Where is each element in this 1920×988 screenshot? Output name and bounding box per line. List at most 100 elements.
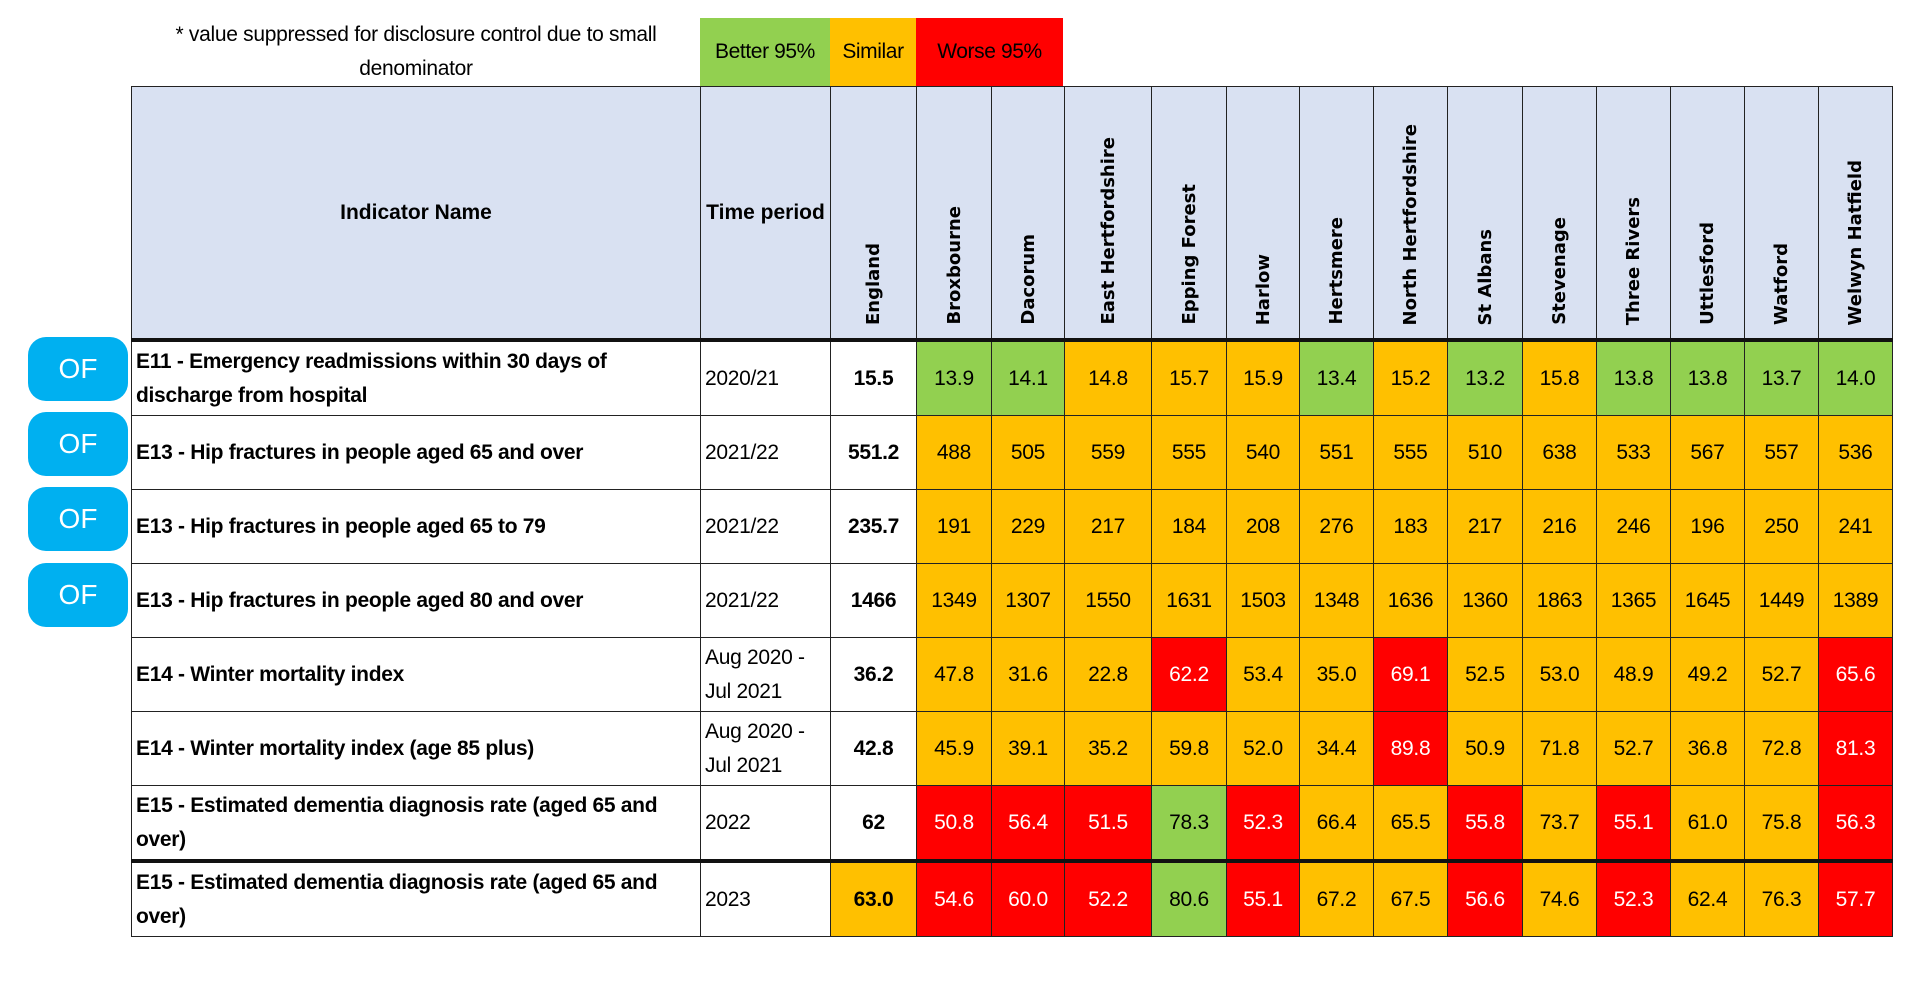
- area-value: 80.6: [1151, 860, 1227, 937]
- area-value: 67.2: [1299, 860, 1374, 937]
- table-row: E13 - Hip fractures in people aged 65 an…: [131, 415, 1893, 490]
- area-value: 1636: [1373, 563, 1448, 638]
- area-value: 66.4: [1299, 785, 1374, 862]
- area-value: 1349: [916, 563, 992, 638]
- area-value: 13.8: [1596, 339, 1671, 416]
- area-value: 71.8: [1522, 711, 1597, 786]
- area-value: 217: [1447, 489, 1523, 564]
- table-row: E15 - Estimated dementia diagnosis rate …: [131, 860, 1893, 937]
- area-value: 65.6: [1818, 637, 1893, 712]
- header-area: Dacorum: [991, 86, 1065, 341]
- header-area-label: East Hertfordshire: [1097, 137, 1119, 325]
- indicator-name: E13 - Hip fractures in people aged 65 to…: [131, 489, 701, 564]
- header-time-period: Time period: [700, 86, 831, 341]
- legend-similar: Similar: [830, 18, 916, 86]
- indicator-name: E13 - Hip fractures in people aged 80 an…: [131, 563, 701, 638]
- england-value: 62: [830, 785, 917, 862]
- header-area-label: Epping Forest: [1178, 184, 1200, 325]
- england-value: 42.8: [830, 711, 917, 786]
- area-value: 13.7: [1744, 339, 1819, 416]
- area-value: 48.9: [1596, 637, 1671, 712]
- header-area-label: Uttlesford: [1697, 222, 1718, 325]
- area-value: 13.4: [1299, 339, 1374, 416]
- suppression-note: * value suppressed for disclosure contro…: [175, 23, 657, 80]
- area-value: 196: [1670, 489, 1745, 564]
- area-value: 74.6: [1522, 860, 1597, 937]
- indicator-name: E15 - Estimated dementia diagnosis rate …: [131, 860, 701, 937]
- header-area: Watford: [1744, 86, 1819, 341]
- area-value: 216: [1522, 489, 1597, 564]
- england-value: 15.5: [830, 339, 917, 416]
- area-value: 567: [1670, 415, 1745, 490]
- area-value: 229: [991, 489, 1065, 564]
- area-value: 62.2: [1151, 637, 1227, 712]
- area-value: 14.8: [1064, 339, 1152, 416]
- header-area: St Albans: [1447, 86, 1523, 341]
- header-area-label: Broxbourne: [943, 206, 965, 325]
- time-period: 2021/22: [700, 415, 831, 490]
- area-value: 75.8: [1744, 785, 1819, 862]
- area-value: 1550: [1064, 563, 1152, 638]
- area-value: 246: [1596, 489, 1671, 564]
- table-row: E11 - Emergency readmissions within 30 d…: [131, 339, 1893, 416]
- area-value: 1645: [1670, 563, 1745, 638]
- indicator-name: E14 - Winter mortality index (age 85 plu…: [131, 711, 701, 786]
- indicator-name: E11 - Emergency readmissions within 30 d…: [131, 339, 701, 416]
- area-value: 13.8: [1670, 339, 1745, 416]
- header-indicator-name: Indicator Name: [131, 86, 701, 341]
- area-value: 53.4: [1226, 637, 1300, 712]
- area-value: 73.7: [1522, 785, 1597, 862]
- area-value: 14.0: [1818, 339, 1893, 416]
- area-value: 35.0: [1299, 637, 1374, 712]
- area-value: 551: [1299, 415, 1374, 490]
- area-value: 540: [1226, 415, 1300, 490]
- area-value: 78.3: [1151, 785, 1227, 862]
- area-value: 559: [1064, 415, 1152, 490]
- england-value: 551.2: [830, 415, 917, 490]
- area-value: 56.3: [1818, 785, 1893, 862]
- area-value: 50.8: [916, 785, 992, 862]
- area-value: 69.1: [1373, 637, 1448, 712]
- header-row: Indicator Name Time period England Broxb…: [131, 86, 1893, 341]
- area-value: 505: [991, 415, 1065, 490]
- header-area-label: Three Rivers: [1623, 196, 1644, 325]
- indicator-name: E13 - Hip fractures in people aged 65 an…: [131, 415, 701, 490]
- time-period: 2023: [700, 860, 831, 937]
- area-value: 81.3: [1818, 711, 1893, 786]
- area-value: 536: [1818, 415, 1893, 490]
- area-value: 47.8: [916, 637, 992, 712]
- area-value: 45.9: [916, 711, 992, 786]
- of-badge: OF: [28, 412, 128, 476]
- area-value: 13.2: [1447, 339, 1523, 416]
- table-row: E13 - Hip fractures in people aged 80 an…: [131, 563, 1893, 638]
- header-area: Harlow: [1226, 86, 1300, 341]
- area-value: 55.1: [1596, 785, 1671, 862]
- indicator-name: E14 - Winter mortality index: [131, 637, 701, 712]
- header-area: Hertsmere: [1299, 86, 1374, 341]
- area-value: 208: [1226, 489, 1300, 564]
- area-value: 49.2: [1670, 637, 1745, 712]
- indicator-name: E15 - Estimated dementia diagnosis rate …: [131, 785, 701, 862]
- area-value: 217: [1064, 489, 1152, 564]
- header-area: Three Rivers: [1596, 86, 1671, 341]
- area-value: 56.4: [991, 785, 1065, 862]
- time-period: 2022: [700, 785, 831, 862]
- area-value: 52.5: [1447, 637, 1523, 712]
- area-value: 555: [1151, 415, 1227, 490]
- table-row: E14 - Winter mortality index Aug 2020 - J…: [131, 637, 1893, 712]
- area-value: 15.7: [1151, 339, 1227, 416]
- area-value: 51.5: [1064, 785, 1152, 862]
- area-value: 31.6: [991, 637, 1065, 712]
- area-value: 15.9: [1226, 339, 1300, 416]
- of-badge: OF: [28, 563, 128, 627]
- area-value: 55.8: [1447, 785, 1523, 862]
- header-area: Epping Forest: [1151, 86, 1227, 341]
- area-value: 1631: [1151, 563, 1227, 638]
- area-value: 1389: [1818, 563, 1893, 638]
- area-value: 52.0: [1226, 711, 1300, 786]
- header-area-label: Hertsmere: [1326, 217, 1347, 325]
- area-value: 1365: [1596, 563, 1671, 638]
- area-value: 65.5: [1373, 785, 1448, 862]
- area-value: 35.2: [1064, 711, 1152, 786]
- area-value: 62.4: [1670, 860, 1745, 937]
